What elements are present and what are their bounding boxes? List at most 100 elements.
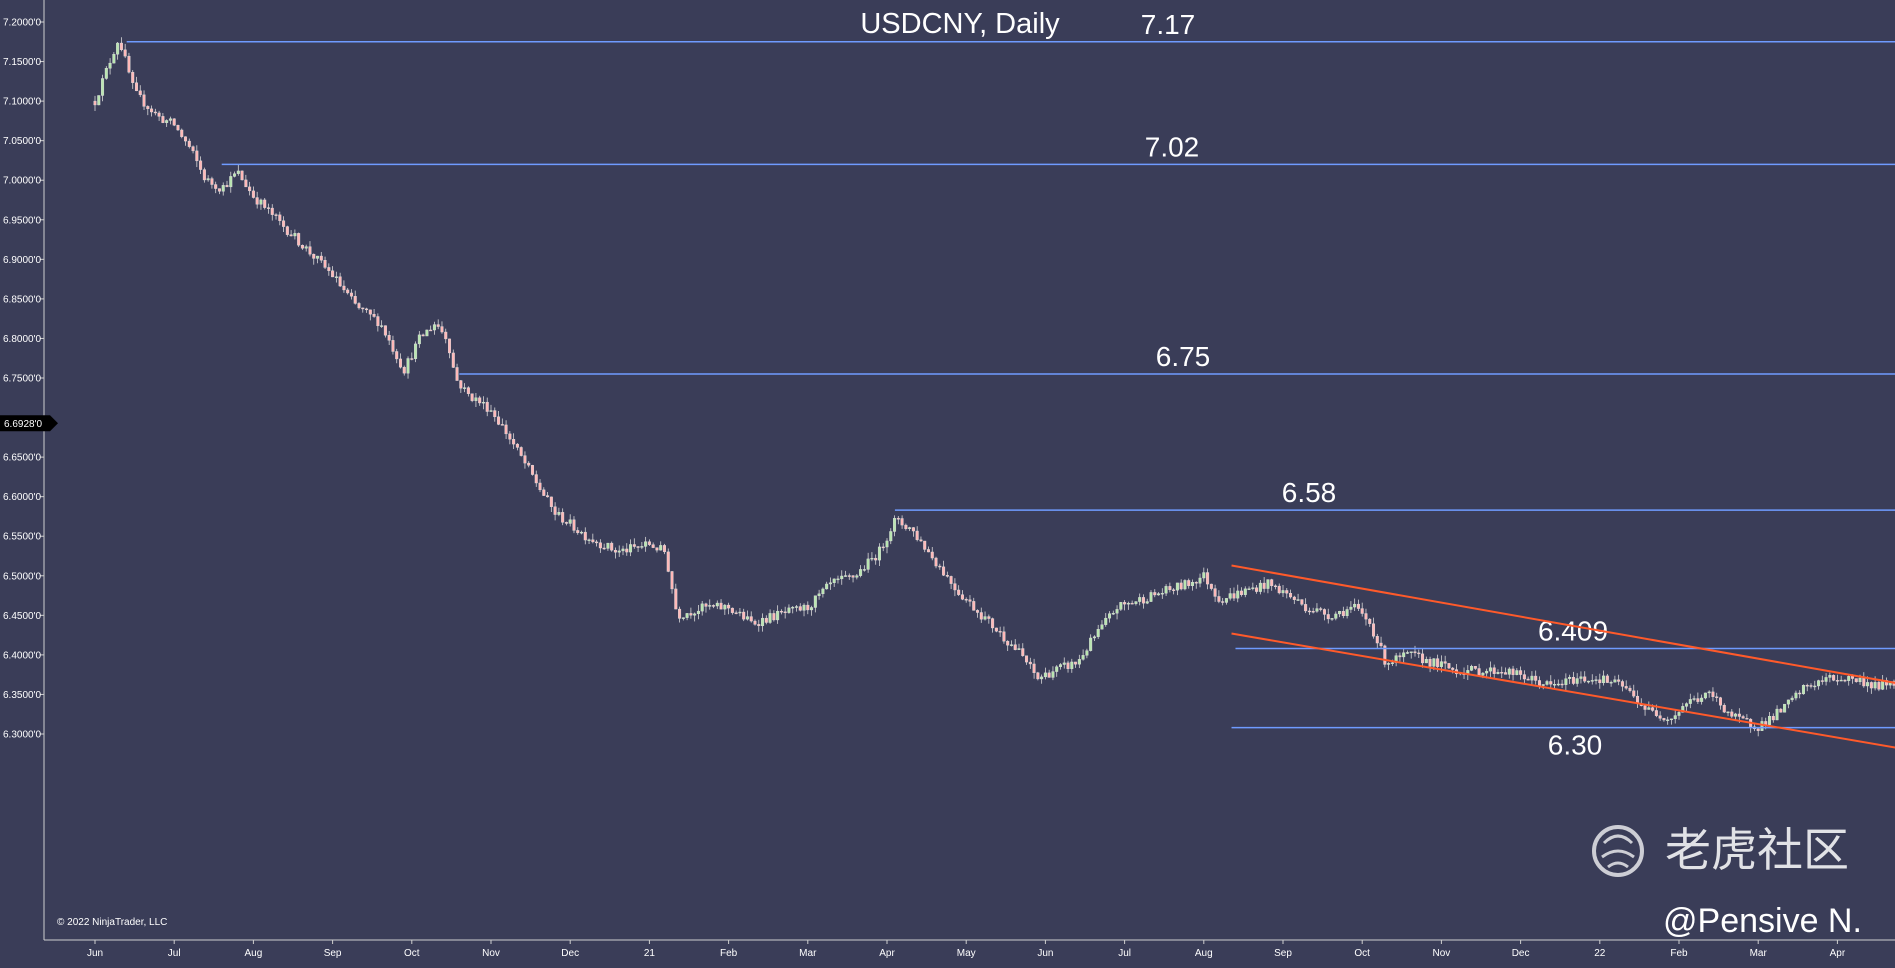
candle-body — [1707, 691, 1711, 694]
candle-body — [1074, 661, 1078, 665]
candle-body — [636, 546, 640, 548]
candle-body — [112, 54, 116, 64]
candle-body — [101, 78, 105, 96]
candle-body — [595, 541, 599, 544]
candle-body — [1658, 715, 1662, 719]
candle-body — [1477, 668, 1481, 676]
candle-body — [1737, 713, 1741, 717]
trendline — [1231, 632, 1895, 749]
candle-body — [1417, 652, 1421, 655]
candle-body — [549, 496, 553, 507]
candle-body — [1443, 661, 1447, 664]
candle-body — [134, 82, 138, 92]
candle-body — [157, 112, 161, 117]
y-tick-label: 6.6000'0 — [3, 492, 41, 503]
candle-body — [150, 108, 154, 113]
candle-body — [1232, 593, 1236, 599]
candle-body — [602, 547, 606, 550]
candle-body — [953, 583, 957, 591]
candle-body — [644, 541, 648, 547]
candle-body — [255, 197, 259, 205]
candle-body — [908, 527, 912, 529]
candle-body — [1541, 684, 1545, 686]
candle-body — [1756, 728, 1760, 731]
candle-body — [466, 387, 470, 394]
candle-body — [1711, 691, 1715, 697]
level-label: 6.75 — [1156, 341, 1211, 372]
candle-body — [704, 603, 708, 607]
candle-body — [515, 443, 519, 448]
candle-body — [432, 324, 436, 331]
candle-body — [1586, 680, 1590, 683]
candle-body — [1077, 659, 1081, 665]
candle-body — [994, 627, 998, 632]
candle-body — [877, 546, 881, 561]
candle-body — [1183, 580, 1187, 590]
y-tick-label: 6.5500'0 — [3, 532, 41, 543]
candle-body — [1179, 582, 1183, 590]
candle-body — [184, 136, 188, 142]
candle-body — [1598, 679, 1602, 684]
candle-body — [372, 314, 376, 317]
candle-body — [1632, 690, 1636, 697]
candle-body — [1666, 719, 1670, 721]
candle-body — [474, 397, 478, 401]
candle-body — [248, 186, 252, 192]
candle-body — [1040, 676, 1044, 680]
candle-body — [794, 606, 798, 608]
candle-body — [285, 226, 289, 235]
candle-body — [376, 316, 380, 327]
candle-body — [1669, 718, 1673, 721]
candle-body — [338, 276, 342, 287]
candle-body — [900, 518, 904, 526]
candle-body — [138, 90, 142, 96]
candle-body — [832, 578, 836, 583]
candle-body — [1775, 708, 1779, 721]
candle-body — [406, 358, 410, 374]
candle-body — [651, 544, 655, 548]
y-tick-label: 6.8000'0 — [3, 334, 41, 345]
candle-body — [987, 616, 991, 619]
candle-body — [783, 611, 787, 614]
candle-body — [757, 624, 761, 627]
candle-body — [1326, 614, 1330, 620]
x-tick-label: 21 — [644, 948, 656, 959]
candle-body — [930, 551, 934, 559]
candle-body — [1307, 610, 1311, 613]
x-tick-label: Sep — [1274, 948, 1292, 959]
candle-body — [1036, 672, 1040, 680]
candle-body — [1190, 582, 1194, 587]
x-tick-label: Oct — [1354, 948, 1370, 959]
candle-body — [836, 578, 840, 581]
candle-body — [753, 620, 757, 625]
candle-body — [964, 599, 968, 601]
candle-body — [244, 179, 248, 188]
candle-body — [470, 393, 474, 401]
candle-body — [395, 351, 399, 360]
candle-body — [459, 380, 463, 389]
candle-body — [1685, 703, 1689, 707]
candle-body — [1620, 681, 1624, 687]
candle-body — [821, 588, 825, 595]
candle-body — [968, 599, 972, 602]
candle-body — [1568, 676, 1572, 679]
candle-body — [1243, 588, 1247, 595]
candle-body — [1507, 668, 1511, 675]
candle-body — [587, 539, 591, 541]
candle-body — [998, 631, 1002, 633]
candle-body — [1085, 650, 1089, 656]
level-label: 6.30 — [1548, 730, 1603, 761]
candle-body — [1730, 711, 1734, 717]
candle-body — [1115, 609, 1119, 614]
x-tick-label: Feb — [1670, 948, 1688, 959]
candle-body — [282, 220, 286, 227]
candle-body — [327, 267, 331, 271]
candle-body — [1066, 662, 1070, 669]
y-tick-label: 6.4500'0 — [3, 611, 41, 622]
candle-body — [1304, 604, 1308, 612]
candle-body — [391, 340, 395, 352]
candle-body — [1790, 697, 1794, 701]
tiger-logo-icon — [1592, 825, 1644, 877]
candle-body — [591, 539, 595, 543]
